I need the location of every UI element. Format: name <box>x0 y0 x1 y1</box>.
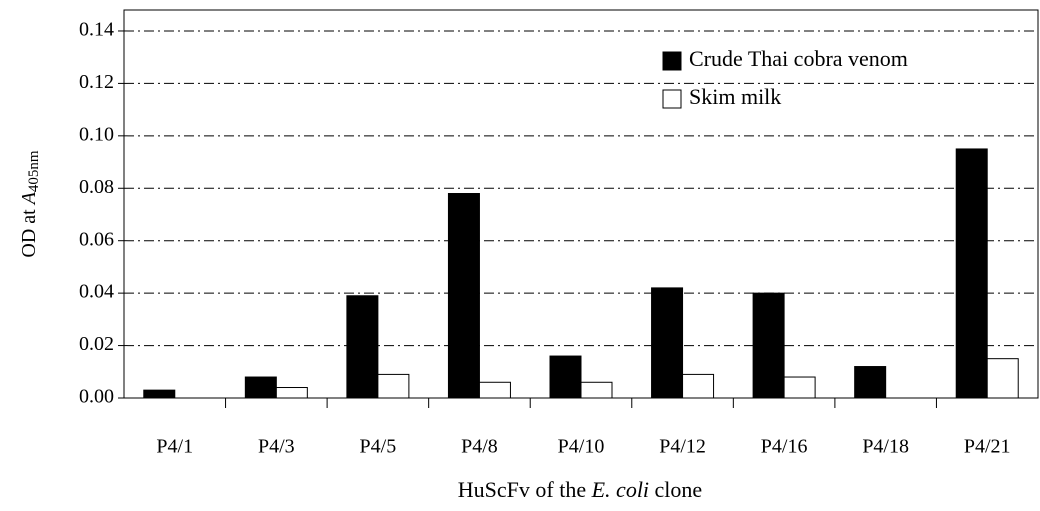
y-title-text: OD at <box>18 204 40 257</box>
x-tick-label: P4/12 <box>659 436 706 458</box>
x-title-italic: E. coli <box>591 477 649 502</box>
bar <box>854 366 887 399</box>
y-tick-label: 0.10 <box>79 123 114 145</box>
x-tick-label: P4/16 <box>761 436 808 458</box>
y-tick-label: 0.06 <box>79 228 114 250</box>
x-title-text: HuScFv of the <box>458 477 592 502</box>
y-tick-label: 0.04 <box>79 281 114 303</box>
bar <box>651 287 684 399</box>
legend-swatch <box>662 51 682 71</box>
bar <box>549 355 582 399</box>
y-title-subscript: 405nm <box>26 150 42 192</box>
x-tick-label: P4/21 <box>964 436 1011 458</box>
y-axis-title: OD at A405nm <box>18 150 43 258</box>
y-tick-label: 0.00 <box>79 386 114 408</box>
y-title-italic: A <box>18 191 40 206</box>
x-tick-label: P4/5 <box>360 436 397 458</box>
bar <box>682 373 715 399</box>
x-tick-label: P4/3 <box>258 436 295 458</box>
bar <box>377 373 410 399</box>
bar <box>783 376 816 399</box>
bar <box>580 381 613 399</box>
legend-label: Crude Thai cobra venom <box>689 46 908 71</box>
y-tick-label: 0.14 <box>79 19 114 41</box>
bar <box>275 387 308 399</box>
bar <box>143 389 176 399</box>
x-tick-label: P4/8 <box>461 436 498 458</box>
legend-label: Skim milk <box>689 84 781 109</box>
legend-swatch <box>662 89 682 109</box>
x-tick-label: P4/18 <box>862 436 909 458</box>
x-tick-label: P4/10 <box>558 436 605 458</box>
x-axis-title: HuScFv of the E. coli clone <box>458 477 702 502</box>
x-tick-label: P4/1 <box>156 436 193 458</box>
x-title-after: clone <box>649 477 702 502</box>
bar <box>346 295 379 399</box>
bar <box>752 292 785 399</box>
y-tick-label: 0.12 <box>79 71 114 93</box>
bar <box>478 381 511 399</box>
bar <box>244 376 277 399</box>
y-tick-label: 0.02 <box>79 333 114 355</box>
bar <box>986 358 1019 399</box>
bar <box>447 193 480 399</box>
bar <box>955 148 988 399</box>
y-tick-label: 0.08 <box>79 176 114 198</box>
